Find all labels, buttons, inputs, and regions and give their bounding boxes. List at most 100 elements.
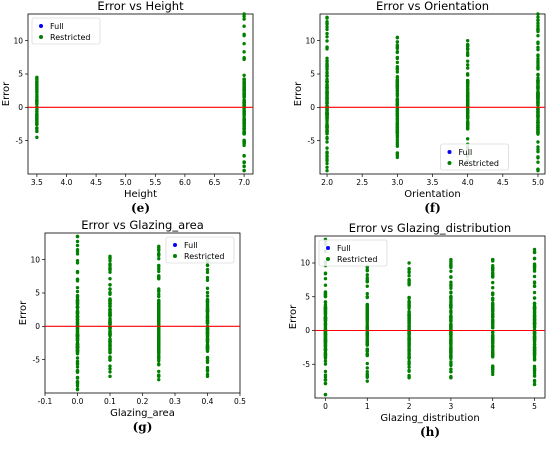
legend-marker-restricted [326, 257, 330, 261]
restricted-point [325, 154, 329, 159]
y-tick-label: 5 [35, 289, 40, 298]
restricted-point [325, 35, 329, 39]
restricted-point [325, 146, 329, 150]
restricted-point [242, 92, 246, 96]
restricted-point [325, 74, 329, 78]
restricted-point [532, 334, 537, 338]
y-tick-label: -5 [33, 355, 41, 364]
restricted-point [491, 280, 495, 285]
restricted-point [325, 135, 329, 140]
restricted-point [536, 87, 540, 92]
restricted-point [75, 234, 80, 239]
restricted-point [365, 273, 369, 277]
restricted-point [465, 84, 470, 89]
restricted-point [407, 352, 411, 357]
restricted-point [75, 379, 80, 384]
restricted-point [325, 59, 329, 63]
restricted-point [365, 366, 369, 370]
restricted-point [242, 80, 246, 84]
restricted-point [75, 349, 80, 353]
restricted-point [365, 279, 369, 284]
restricted-point [325, 64, 329, 68]
restricted-point [532, 269, 537, 273]
restricted-point [449, 370, 453, 374]
y-axis-label: Error [1, 81, 12, 106]
restricted-point [108, 367, 112, 371]
x-axis-label: Glazing_area [110, 408, 175, 419]
x-tick-label: 6.0 [179, 178, 191, 187]
restricted-point [491, 302, 495, 307]
y-tick-label: 0 [18, 103, 23, 112]
restricted-point [157, 257, 161, 261]
restricted-point [449, 296, 453, 300]
restricted-point [108, 326, 112, 330]
restricted-point [323, 307, 328, 311]
restricted-point [407, 314, 411, 318]
restricted-point [449, 349, 453, 354]
restricted-point [365, 295, 369, 300]
restricted-point [536, 147, 540, 152]
restricted-point [491, 259, 495, 263]
restricted-point [108, 313, 112, 317]
x-tick-label: 5.5 [149, 178, 161, 187]
legend-label-restricted: Restricted [459, 159, 499, 168]
chart-panel-4: Error vs Glazing_distribution 0 1 2 3 4 5 -5 0 5 1… [288, 221, 546, 439]
restricted-point [449, 261, 453, 265]
restricted-point [325, 31, 329, 36]
restricted-point [407, 269, 411, 274]
restricted-point [395, 40, 400, 44]
x-tick-label: 4.0 [61, 178, 73, 187]
restricted-point [449, 299, 453, 304]
restricted-point [75, 370, 80, 374]
restricted-point [108, 258, 112, 263]
restricted-point [75, 295, 80, 300]
restricted-point [205, 372, 210, 377]
legend-marker-full [173, 243, 177, 247]
restricted-point [491, 286, 495, 290]
restricted-point [157, 347, 161, 351]
restricted-point [325, 116, 329, 120]
restricted-point [75, 345, 80, 349]
restricted-point [75, 342, 80, 346]
restricted-point [536, 21, 540, 26]
restricted-point [157, 336, 161, 340]
restricted-point [75, 311, 80, 315]
restricted-point [532, 306, 537, 311]
restricted-point [365, 342, 369, 346]
restricted-point [323, 369, 328, 374]
restricted-point [465, 90, 470, 95]
restricted-point [108, 300, 112, 304]
restricted-point [395, 153, 400, 157]
x-tick-label: 0.0 [72, 397, 84, 406]
restricted-point [108, 287, 112, 291]
y-axis-label: Error [288, 304, 299, 329]
restricted-point [365, 311, 369, 315]
restricted-point [323, 272, 328, 276]
restricted-point [242, 141, 246, 145]
restricted-point [325, 39, 329, 43]
restricted-point [157, 377, 161, 382]
x-tick-label: 0.3 [169, 397, 181, 406]
plot-frame [319, 13, 546, 175]
restricted-point [75, 326, 80, 330]
restricted-point [323, 359, 328, 363]
chart-panel-2: Error vs Orientation 2.0 2.5 3.0 3.5 4.0 4.5 5.… [293, 0, 546, 215]
restricted-point [75, 261, 80, 265]
restricted-point [242, 114, 246, 119]
restricted-point [407, 335, 411, 339]
restricted-point [35, 115, 39, 119]
restricted-point [35, 129, 39, 133]
restricted-point [407, 355, 411, 360]
restricted-point [449, 269, 453, 273]
restricted-point [532, 250, 537, 254]
restricted-point [491, 367, 495, 372]
restricted-point [536, 160, 540, 164]
restricted-point [449, 346, 453, 351]
x-tick-label: 3 [449, 402, 454, 411]
restricted-point [536, 156, 540, 160]
restricted-point [205, 315, 210, 319]
y-tick-label: 10 [13, 36, 23, 45]
restricted-point [242, 121, 246, 125]
restricted-point [532, 263, 537, 267]
restricted-point [323, 334, 328, 338]
